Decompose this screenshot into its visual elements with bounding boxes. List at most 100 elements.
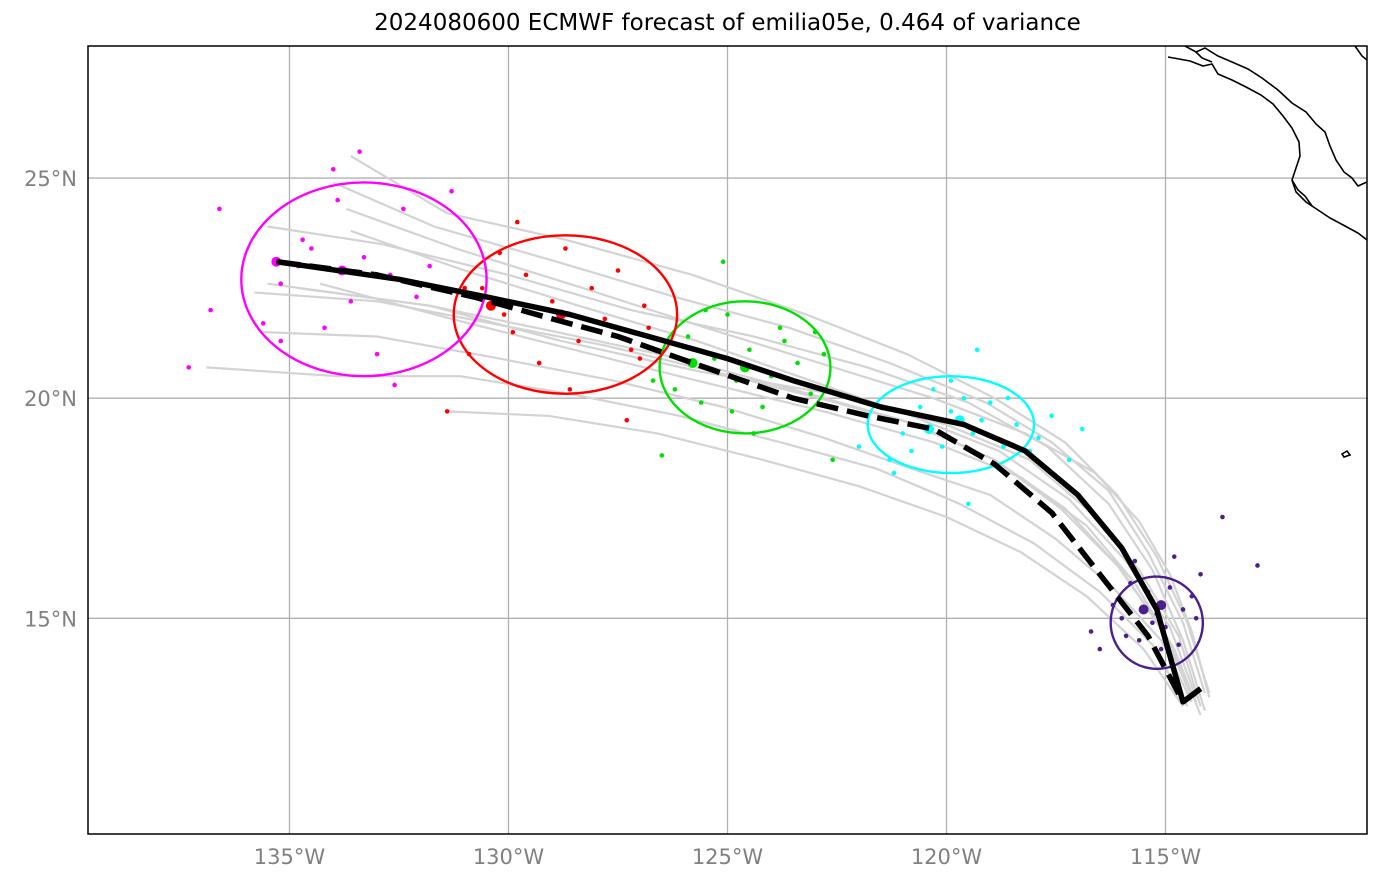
member-point: [900, 431, 906, 436]
member-point: [300, 237, 305, 242]
member-point: [414, 294, 419, 300]
member-point: [501, 312, 507, 317]
x-tick-label: 115°W: [1130, 845, 1202, 869]
member-point: [1097, 646, 1103, 652]
member-point: [988, 400, 993, 405]
member-point: [1220, 514, 1225, 520]
gridlines: [88, 46, 1367, 834]
member-point: [444, 409, 450, 414]
x-tick-label: 130°W: [473, 845, 545, 869]
member-point: [309, 246, 314, 251]
member-point: [891, 470, 897, 476]
member-point: [208, 307, 213, 313]
member-point: [1167, 585, 1173, 590]
member-point: [641, 303, 647, 309]
member-point: [330, 166, 336, 172]
member-point: [698, 400, 704, 405]
member-point: [374, 351, 380, 357]
member-point: [703, 307, 708, 313]
member-point: [830, 457, 835, 463]
ensemble-tracks: [206, 155, 1211, 716]
x-tick-label: 135°W: [254, 845, 326, 869]
center-point: [1138, 604, 1149, 615]
member-point: [427, 263, 432, 269]
member-point: [931, 387, 936, 392]
x-tick-label: 125°W: [692, 845, 764, 869]
member-point: [887, 457, 892, 463]
member-point: [751, 431, 757, 436]
coastline-north: [1354, 46, 1367, 61]
member-point: [1079, 426, 1085, 432]
member-point: [970, 431, 976, 436]
member-point: [812, 329, 818, 335]
member-point: [720, 259, 726, 265]
forecast-ellipse: [452, 234, 679, 395]
member-point: [1176, 642, 1181, 648]
member-point: [348, 299, 354, 304]
member-point: [1110, 602, 1116, 608]
member-point: [510, 329, 516, 335]
member-point: [1005, 395, 1011, 401]
member-point: [1128, 580, 1133, 586]
member-point: [777, 325, 783, 331]
member-point: [808, 391, 814, 397]
y-tick-label: 20°N: [24, 387, 77, 411]
y-tick-label: 25°N: [24, 167, 77, 191]
axis-ticks: 135°W 130°W 125°W 120°W 115°W 15°N 20°N 25°N: [24, 167, 1201, 869]
member-point: [979, 417, 984, 423]
member-point: [948, 409, 954, 414]
member-point: [523, 272, 529, 278]
member-point: [1180, 607, 1186, 612]
member-point: [392, 382, 397, 388]
member-point: [760, 404, 765, 410]
member-point: [260, 321, 266, 326]
member-point: [1123, 633, 1129, 639]
coastline-baja: [1167, 56, 1367, 241]
member-point: [624, 417, 630, 423]
coastline-gulf: [1195, 51, 1213, 63]
ensemble-track: [263, 331, 1193, 703]
member-point: [966, 501, 971, 507]
member-point: [909, 448, 914, 454]
member-point: [322, 325, 327, 331]
ensemble-track: [319, 282, 1202, 716]
member-point: [361, 255, 367, 260]
member-point: [536, 360, 542, 366]
member-point: [747, 347, 752, 353]
member-point: [497, 250, 503, 256]
member-point: [602, 316, 608, 322]
member-point: [567, 387, 573, 392]
member-point: [549, 299, 555, 304]
forecast-ellipse: [1109, 575, 1205, 671]
member-point: [1001, 444, 1006, 449]
member-point: [1036, 435, 1041, 441]
member-point: [782, 338, 787, 344]
member-point: [1088, 629, 1094, 634]
member-point: [974, 347, 980, 353]
member-point: [1132, 558, 1138, 564]
member-point: [1193, 615, 1199, 621]
member-point: [1150, 620, 1155, 625]
member-point: [466, 351, 472, 357]
member-point: [1198, 571, 1203, 577]
ensemble-track: [447, 410, 1184, 707]
member-point: [563, 246, 568, 251]
member-point: [1189, 593, 1195, 599]
member-point: [479, 285, 485, 291]
forecast-ellipse: [240, 181, 488, 378]
ensemble-track: [332, 181, 1206, 694]
plot-frame: [87, 45, 1368, 835]
member-point: [628, 347, 634, 353]
member-point: [1066, 457, 1072, 463]
member-point: [646, 325, 651, 331]
member-point: [401, 206, 406, 212]
member-point: [576, 338, 581, 344]
coastline: [1167, 46, 1367, 458]
member-point: [1136, 638, 1142, 643]
coastline-mainland: [1184, 46, 1367, 187]
member-point: [961, 395, 967, 401]
member-point: [637, 356, 643, 361]
forecast-groups: [186, 149, 1260, 671]
member-point: [917, 404, 923, 410]
